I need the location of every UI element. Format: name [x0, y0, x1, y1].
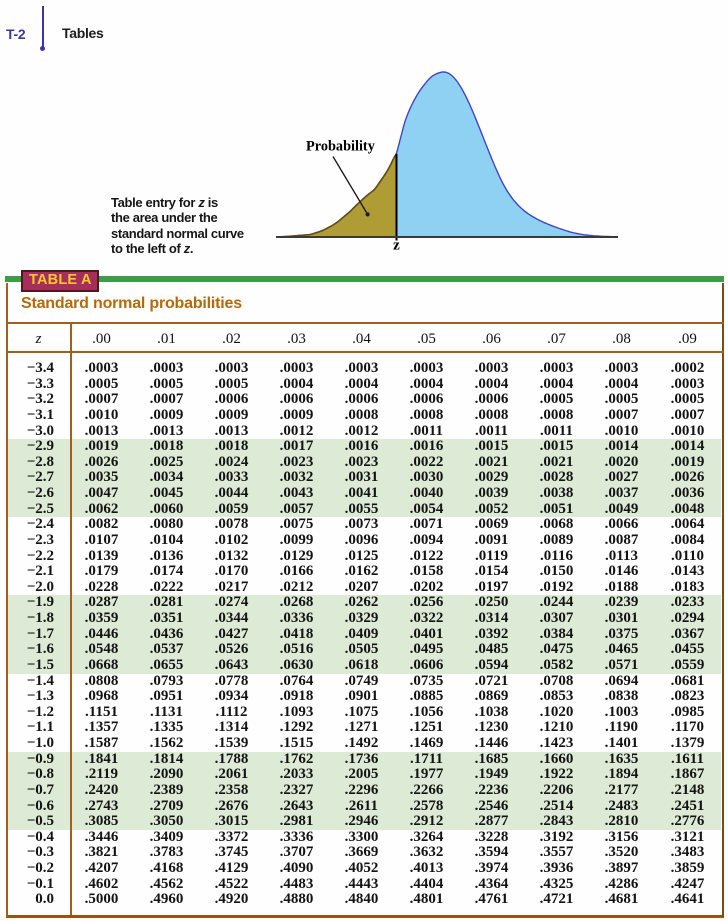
svg-text:z: z [393, 238, 400, 254]
svg-text:Probability: Probability [306, 139, 376, 155]
